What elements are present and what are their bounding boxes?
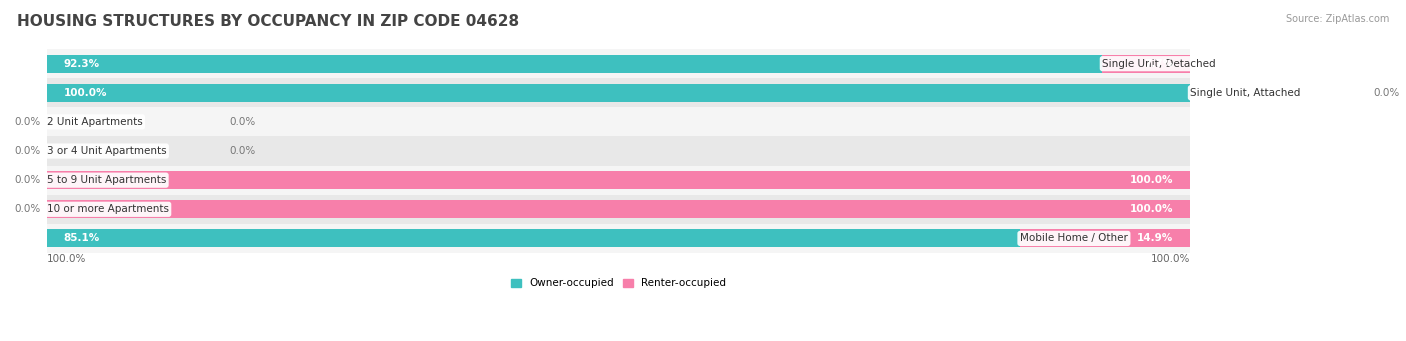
Bar (46, 195, 1191, 224)
Bar (46, 107, 1191, 136)
Bar (46, 55, 1102, 73)
Bar (46, 136, 1191, 166)
Text: 85.1%: 85.1% (63, 234, 100, 243)
Text: 3 or 4 Unit Apartments: 3 or 4 Unit Apartments (46, 146, 166, 156)
Text: 5 to 9 Unit Apartments: 5 to 9 Unit Apartments (46, 175, 166, 185)
Text: 100.0%: 100.0% (1130, 204, 1173, 214)
Text: Source: ZipAtlas.com: Source: ZipAtlas.com (1285, 14, 1389, 24)
Bar (1102, 55, 1191, 73)
Text: 0.0%: 0.0% (14, 117, 41, 127)
Text: 7.7%: 7.7% (1144, 59, 1173, 69)
Bar (46, 229, 1019, 248)
Bar (46, 171, 1191, 189)
Bar (46, 166, 1191, 195)
Text: 0.0%: 0.0% (14, 146, 41, 156)
Text: 100.0%: 100.0% (1152, 254, 1191, 264)
Text: 0.0%: 0.0% (14, 175, 41, 185)
Text: 100.0%: 100.0% (1130, 175, 1173, 185)
Text: 0.0%: 0.0% (229, 146, 256, 156)
Text: 10 or more Apartments: 10 or more Apartments (46, 204, 169, 214)
Bar (46, 84, 1191, 102)
Bar (46, 200, 1191, 218)
Text: 0.0%: 0.0% (229, 117, 256, 127)
Bar (1019, 229, 1191, 248)
Text: Mobile Home / Other: Mobile Home / Other (1019, 234, 1128, 243)
Bar (46, 49, 1191, 78)
Text: Single Unit, Detached: Single Unit, Detached (1102, 59, 1216, 69)
Bar (46, 224, 1191, 253)
Text: HOUSING STRUCTURES BY OCCUPANCY IN ZIP CODE 04628: HOUSING STRUCTURES BY OCCUPANCY IN ZIP C… (17, 14, 519, 29)
Text: 92.3%: 92.3% (63, 59, 100, 69)
Text: Single Unit, Attached: Single Unit, Attached (1191, 88, 1301, 98)
Text: 2 Unit Apartments: 2 Unit Apartments (46, 117, 142, 127)
Text: 100.0%: 100.0% (46, 254, 86, 264)
Text: 0.0%: 0.0% (1374, 88, 1399, 98)
Legend: Owner-occupied, Renter-occupied: Owner-occupied, Renter-occupied (506, 274, 731, 293)
Bar (46, 78, 1191, 107)
Text: 100.0%: 100.0% (63, 88, 107, 98)
Text: 14.9%: 14.9% (1137, 234, 1173, 243)
Text: 0.0%: 0.0% (14, 204, 41, 214)
